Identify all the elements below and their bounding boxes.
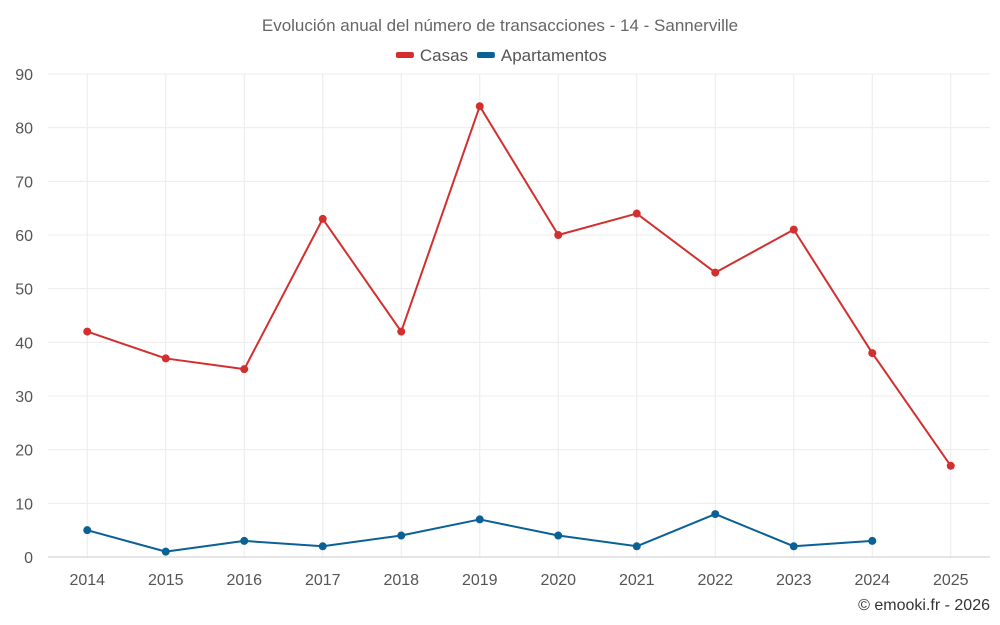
x-gridlines [86, 74, 952, 557]
data-point[interactable] [475, 515, 484, 524]
data-point[interactable] [161, 354, 170, 363]
y-tick-label: 90 [15, 67, 33, 84]
data-point[interactable] [868, 536, 877, 545]
legend-item-apartamentos[interactable]: Apartamentos [476, 46, 607, 65]
data-point[interactable] [711, 510, 720, 519]
data-point[interactable] [318, 542, 327, 551]
data-point[interactable] [789, 542, 798, 551]
x-tick-label: 2017 [305, 572, 341, 589]
x-tick-label: 2016 [226, 572, 262, 589]
data-point[interactable] [475, 102, 484, 111]
data-point[interactable] [318, 214, 327, 223]
x-tick-label: 2024 [854, 572, 890, 589]
data-point[interactable] [554, 231, 563, 239]
credit-text: © emooki.fr - 2026 [858, 597, 990, 614]
y-tick-label: 50 [15, 282, 33, 299]
x-tick-label: 2025 [933, 572, 969, 589]
x-tick-label: 2020 [540, 572, 576, 589]
data-point[interactable] [240, 365, 249, 374]
data-point[interactable] [868, 349, 877, 358]
data-point[interactable] [632, 209, 641, 218]
data-point[interactable] [397, 531, 406, 540]
data-point[interactable] [632, 542, 641, 551]
data-point[interactable] [83, 526, 92, 535]
legend: Casas Apartamentos [395, 46, 607, 65]
data-point[interactable] [946, 461, 955, 470]
y-tick-label: 80 [15, 121, 33, 138]
x-tick-label: 2014 [69, 572, 105, 589]
series-casas [83, 102, 955, 470]
x-tick-label: 2019 [462, 572, 498, 589]
legend-swatch [395, 52, 414, 58]
data-point[interactable] [397, 327, 406, 336]
y-tick-label: 20 [15, 443, 33, 460]
y-tick-label: 70 [15, 174, 33, 191]
legend-label: Apartamentos [501, 46, 607, 65]
legend-label: Casas [420, 46, 468, 65]
x-tick-label: 2021 [619, 572, 655, 589]
x-tick-label: 2023 [776, 572, 812, 589]
data-point[interactable] [161, 547, 170, 556]
data-point[interactable] [83, 327, 92, 336]
data-point[interactable] [711, 268, 720, 277]
series-apartamentos [83, 510, 877, 556]
legend-swatch [476, 52, 495, 58]
data-point[interactable] [240, 536, 249, 545]
series-layer [83, 102, 955, 556]
x-tick-label: 2022 [697, 572, 733, 589]
legend-item-casas[interactable]: Casas [395, 46, 468, 65]
y-tick-label: 40 [15, 335, 33, 352]
x-tick-label: 2018 [383, 572, 419, 589]
data-point[interactable] [789, 225, 798, 234]
y-tick-label: 60 [15, 228, 33, 245]
chart-title: Evolución anual del número de transaccio… [262, 16, 738, 35]
y-tick-label: 10 [15, 496, 33, 513]
series-line [86, 105, 952, 467]
y-gridlines [48, 73, 990, 504]
x-tick-labels: 2014 2015 2016 2017 2018 2019 2020 2021 2022 2023… [69, 572, 968, 589]
data-point[interactable] [554, 531, 563, 540]
y-tick-labels: 0 10 20 30 40 50 60 70 80 90 [15, 67, 33, 567]
y-tick-label: 0 [24, 550, 33, 567]
x-tick-label: 2015 [148, 572, 184, 589]
y-tick-label: 30 [15, 389, 33, 406]
